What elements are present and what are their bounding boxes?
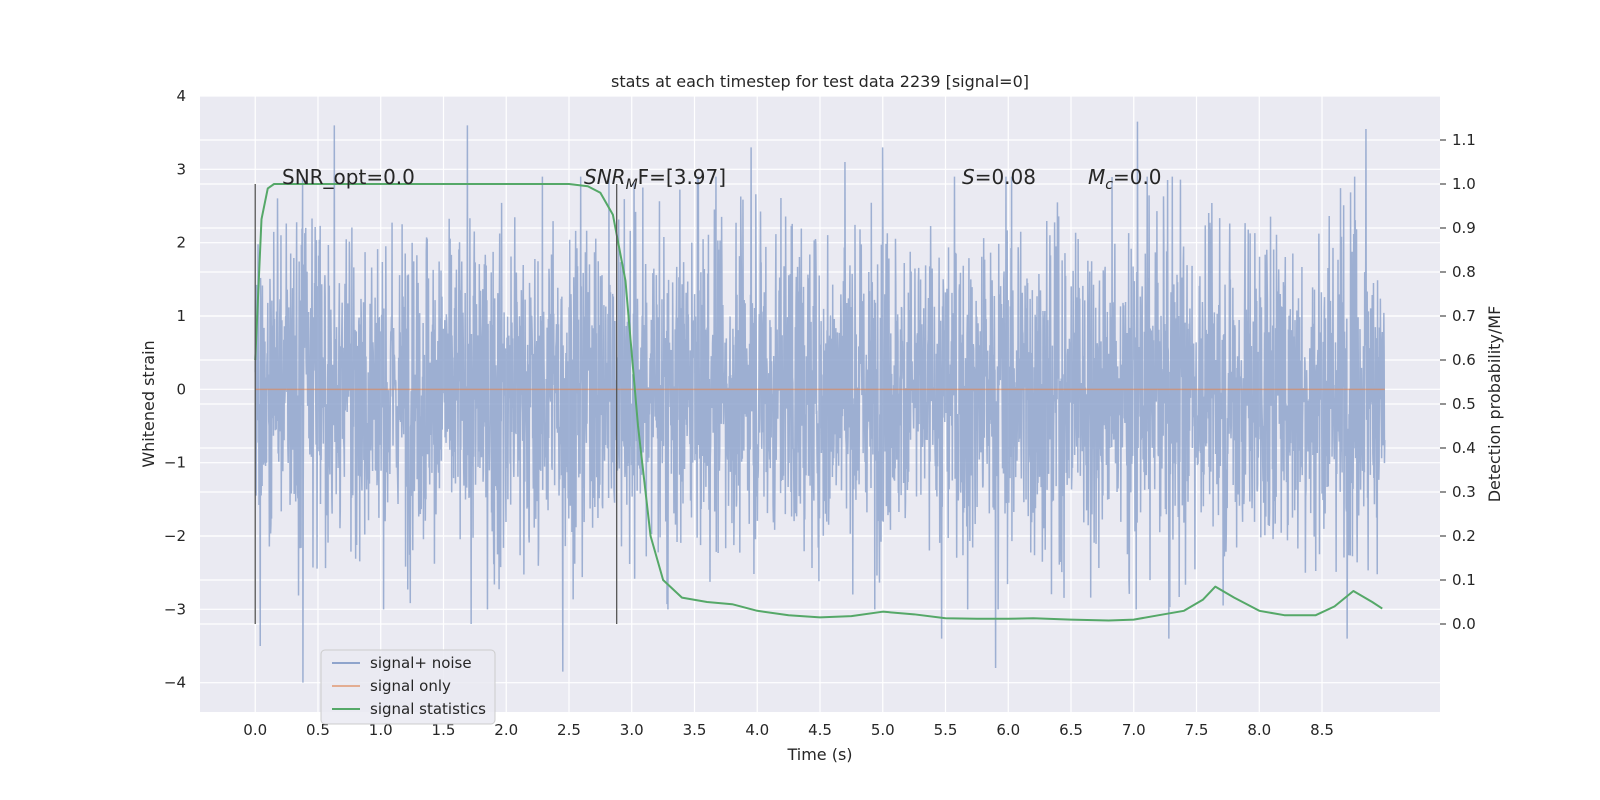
annotation-mc-suffix: =0.0 [1113,165,1162,189]
y-right-tick-label: 1.0 [1452,175,1476,193]
y-right-tick-label: 0.7 [1452,307,1476,325]
annotation-s: S=0.08 [962,165,1036,189]
y-axis-label: Whitened strain [139,340,158,467]
y-tick-label: −3 [164,600,186,618]
legend-label-signal-noise: signal+ noise [370,654,472,672]
y-tick-label: −4 [164,674,186,692]
y-right-tick-label: 0.1 [1452,571,1476,589]
x-tick-label: 3.5 [683,721,707,739]
y-tick-label: 1 [176,307,186,325]
x-tick-label: 4.0 [745,721,769,739]
y-right-tick-label: 0.0 [1452,615,1476,633]
vertical-markers [254,184,618,624]
annotation-mc-prefix: M [1088,165,1105,189]
x-tick-label: 8.5 [1310,721,1334,739]
x-tick-label: 4.5 [808,721,832,739]
legend-label-signal-statistics: signal statistics [370,700,486,718]
y-tick-label: 2 [176,234,186,252]
x-tick-label: 0.5 [306,721,330,739]
legend-label-signal-only: signal only [370,677,451,695]
annotation-mc-sub: c [1105,177,1113,193]
x-tick-label: 7.0 [1122,721,1146,739]
chart-title: stats at each timestep for test data 223… [611,72,1029,91]
x-tick-label: 2.0 [494,721,518,739]
series-signal-noise [254,121,1386,683]
annotation-snr-mf-sub: M [626,177,638,193]
legend-box [320,649,496,725]
x-tick-label: 3.0 [620,721,644,739]
y-tick-label: 3 [176,160,186,178]
y-right-tick-label: 0.5 [1452,395,1476,413]
annotation-snr-opt: SNR_opt=0.0 [282,165,415,189]
axes: 0.0 0.5 1.0 1.5 2.0 2.5 3.0 3.5 4.0 4.5 5.0 5.5 6.0 6… [164,87,1476,739]
x-tick-label: 2.5 [557,721,581,739]
annotation-snr-mf-suffix: F=[3.97] [638,165,726,189]
x-tick-label: 1.0 [369,721,393,739]
y-tick-label: −2 [164,527,186,545]
x-tick-label: 7.5 [1185,721,1209,739]
y-tick-label: 0 [176,380,186,398]
line-series [254,183,1385,622]
noise-series [254,121,1386,683]
annotation-mc: Mc=0.0 [1088,165,1162,193]
x-tick-label: 5.0 [871,721,895,739]
x-tick-label: 0.0 [243,721,267,739]
annotation-snr-mf: SNRMF=[3.97] [584,165,726,193]
y-right-tick-label: 0.3 [1452,483,1476,501]
annotation-snr-mf-prefix: SNR [584,165,626,189]
y-right-tick-label: 1.1 [1452,131,1476,149]
legend: signal+ noise signal only signal statist… [320,649,496,725]
annotation-s-prefix: S [962,165,975,189]
x-tick-label: 6.5 [1059,721,1083,739]
y-right-axis-label: Detection probability/MF [1485,306,1504,503]
x-tick-label: 5.5 [934,721,958,739]
x-axis-label: Time (s) [786,745,852,764]
y-tick-label: 4 [176,87,186,105]
y-right-tick-label: 0.9 [1452,219,1476,237]
y-right-tick-label: 0.4 [1452,439,1476,457]
x-tick-label: 1.5 [432,721,456,739]
y-right-tick-label: 0.6 [1452,351,1476,369]
y-right-tick-label: 0.8 [1452,263,1476,281]
x-tick-label: 8.0 [1247,721,1271,739]
y-tick-label: −1 [164,454,186,472]
y-right-tick-label: 0.2 [1452,527,1476,545]
annotation-s-suffix: =0.08 [975,165,1036,189]
series-signal-statistics [254,183,1383,622]
x-tick-label: 6.0 [996,721,1020,739]
